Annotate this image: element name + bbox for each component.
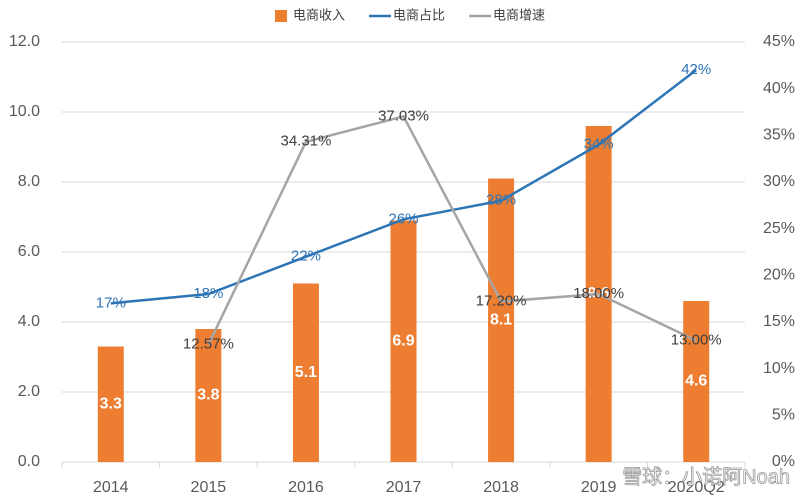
watermark: 雪球：小诺阿Noah: [622, 465, 790, 488]
x-tick-label: 2016: [288, 479, 324, 496]
x-tick-label: 2019: [581, 479, 617, 496]
y-tick-label: 10.0: [9, 103, 40, 120]
line-label: 34%: [584, 136, 614, 153]
legend-swatch: [275, 10, 287, 22]
x-tick-label: 2020Q2: [668, 479, 725, 496]
y2-tick-label: 25%: [763, 220, 795, 237]
bar-label: 3.3: [100, 395, 122, 412]
y2-tick-label: 40%: [763, 80, 795, 97]
legend-label: 电商占比: [393, 7, 445, 22]
y2-tick-label: 45%: [763, 33, 795, 50]
x-tick-label: 2014: [93, 479, 129, 496]
bar-label: 5.1: [295, 364, 317, 381]
line: [110, 69, 697, 305]
y2-tick-label: 30%: [763, 173, 795, 190]
bar-label: 3.8: [197, 387, 219, 404]
bar: [97, 346, 124, 462]
bar-label: 6.9: [392, 332, 414, 349]
line-label: 28%: [486, 192, 516, 209]
line-label: 37.03%: [378, 107, 429, 124]
line-label: 12.57%: [183, 336, 234, 353]
y-tick-label: 0.0: [18, 453, 40, 470]
line-label: 22%: [291, 248, 321, 265]
line-label: 34.31%: [280, 133, 331, 150]
bar: [683, 301, 710, 462]
y2-tick-label: 10%: [763, 360, 795, 377]
line-label: 18%: [193, 285, 223, 302]
y2-tick-label: 5%: [772, 407, 795, 424]
line-label: 18.00%: [573, 285, 624, 302]
y2-tick-label: 35%: [763, 127, 795, 144]
line-label: 17.20%: [476, 292, 527, 309]
x-tick-label: 2015: [191, 479, 227, 496]
line-label: 42%: [681, 61, 711, 78]
bar: [195, 329, 222, 462]
bar-label: 8.1: [490, 311, 512, 328]
bar-label: 4.6: [685, 373, 707, 390]
y2-tick-label: 0%: [772, 453, 795, 470]
bar: [488, 178, 515, 462]
y2-tick-label: 15%: [763, 313, 795, 330]
y-tick-label: 8.0: [18, 173, 40, 190]
x-tick-label: 2017: [386, 479, 422, 496]
y-tick-label: 12.0: [9, 33, 40, 50]
x-tick-label: 2018: [483, 479, 519, 496]
bar: [292, 283, 319, 462]
legend-label: 电商增速: [493, 7, 545, 22]
bar: [390, 220, 417, 462]
y-tick-label: 2.0: [18, 383, 40, 400]
line: [207, 114, 697, 346]
legend-label: 电商收入: [293, 7, 345, 22]
y2-tick-label: 20%: [763, 267, 795, 284]
y-tick-label: 4.0: [18, 313, 40, 330]
line-label: 17%: [96, 294, 126, 311]
y-tick-label: 6.0: [18, 243, 40, 260]
line-label: 13.00%: [671, 332, 722, 349]
line-label: 26%: [388, 210, 418, 227]
